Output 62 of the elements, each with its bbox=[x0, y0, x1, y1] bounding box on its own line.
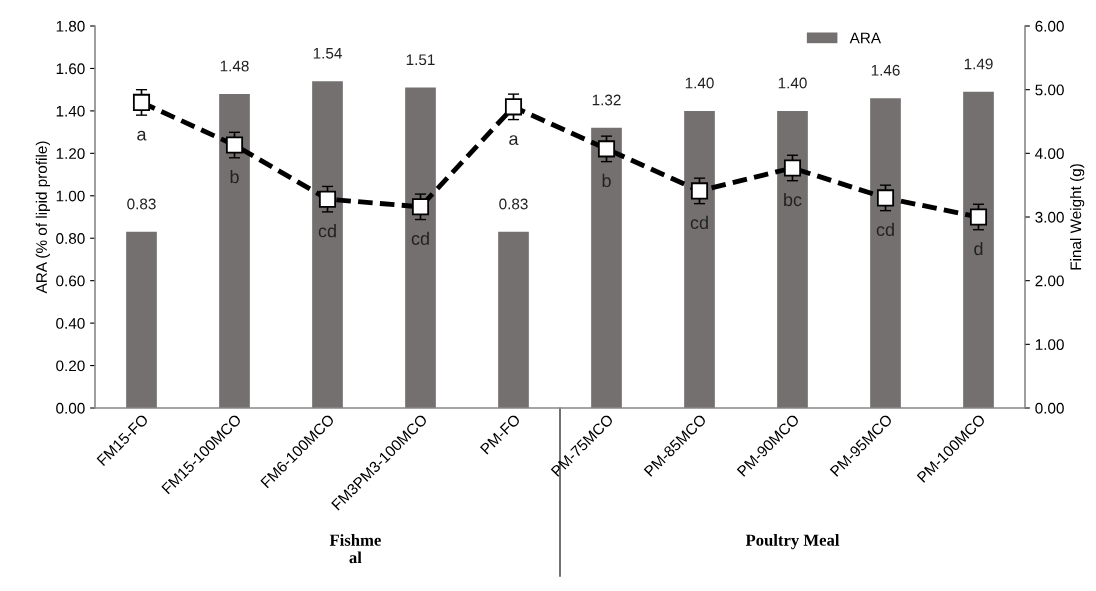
y2-tick-label: 3.00 bbox=[1035, 211, 1064, 223]
y-tick-label: 0.80 bbox=[56, 233, 85, 244]
annotation: cd bbox=[318, 224, 336, 238]
data-label: 1.32 bbox=[592, 94, 621, 106]
data-label: 0.83 bbox=[127, 198, 156, 210]
bar bbox=[870, 98, 901, 408]
y2-tick-label: 2.00 bbox=[1035, 275, 1064, 287]
annotation: b bbox=[602, 173, 611, 188]
annotation: d bbox=[974, 241, 983, 256]
bar bbox=[591, 127, 622, 408]
y-tick-label: 0.60 bbox=[56, 275, 85, 287]
point bbox=[969, 208, 988, 226]
point bbox=[783, 159, 802, 177]
y2-axis-title: Final Weight (g) bbox=[1070, 164, 1085, 270]
annotation: cd bbox=[876, 222, 894, 237]
data-label: 1.40 bbox=[685, 77, 714, 89]
y-tick-label: 0.20 bbox=[56, 360, 85, 372]
y-tick-label: 0.40 bbox=[56, 317, 85, 329]
bar bbox=[777, 110, 808, 408]
annotation: a bbox=[509, 135, 519, 146]
y-tick-label: 1.00 bbox=[56, 190, 85, 202]
text: Poultry Meal bbox=[745, 534, 840, 550]
bar bbox=[498, 231, 529, 408]
point bbox=[876, 189, 895, 207]
point bbox=[132, 93, 151, 111]
text: Fishme al bbox=[329, 534, 381, 564]
data-label: 0.83 bbox=[499, 198, 528, 210]
y2-tick-label: 0.00 bbox=[1035, 402, 1064, 414]
bar bbox=[126, 231, 157, 408]
point bbox=[411, 198, 430, 216]
point bbox=[504, 98, 523, 116]
y2-tick-label: 6.00 bbox=[1035, 20, 1064, 32]
data-label: 1.51 bbox=[406, 54, 435, 66]
y-tick-label: 1.20 bbox=[56, 148, 85, 160]
y-tick-label: 0.00 bbox=[56, 402, 85, 414]
y2-tick-label: 1.00 bbox=[1035, 339, 1064, 351]
point bbox=[597, 140, 616, 158]
data-label: 1.49 bbox=[964, 58, 993, 70]
point bbox=[690, 182, 709, 200]
legend-label: ARA bbox=[849, 32, 882, 44]
annotation: cd bbox=[690, 215, 708, 230]
annotation: b bbox=[230, 169, 239, 184]
data-label: 1.48 bbox=[220, 60, 249, 72]
y-axis-title: ARA (% of lipid profile) bbox=[35, 141, 50, 294]
annotation: a bbox=[137, 130, 147, 141]
bar bbox=[684, 110, 715, 408]
point bbox=[318, 190, 337, 208]
y-tick-label: 1.60 bbox=[56, 63, 85, 75]
y-tick-label: 1.40 bbox=[56, 105, 85, 117]
bar bbox=[312, 81, 343, 408]
annotation: bc bbox=[784, 192, 802, 207]
point bbox=[225, 136, 244, 154]
data-label: 1.54 bbox=[313, 48, 342, 59]
bar bbox=[219, 93, 250, 408]
data-label: 1.40 bbox=[778, 77, 807, 89]
data-label: 1.46 bbox=[871, 64, 900, 76]
bar bbox=[405, 87, 436, 408]
annotation: cd bbox=[411, 231, 429, 245]
y-tick-label: 1.80 bbox=[56, 20, 85, 32]
y2-tick-label: 4.00 bbox=[1035, 148, 1064, 160]
bar bbox=[963, 91, 994, 408]
y2-tick-label: 5.00 bbox=[1035, 84, 1064, 96]
